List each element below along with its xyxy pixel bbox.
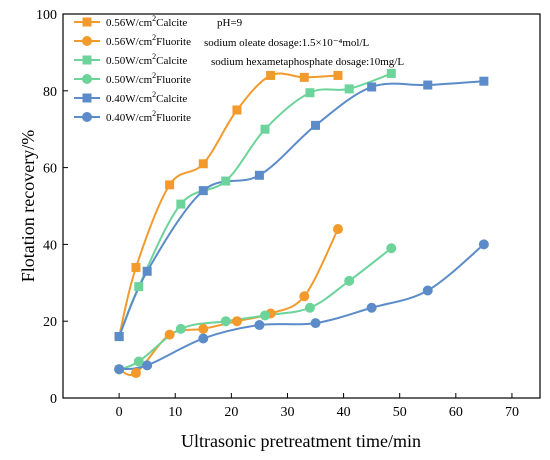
data-point-circle [254, 320, 265, 331]
x-tick-label: 0 [116, 405, 123, 420]
x-tick-label: 70 [505, 405, 519, 420]
data-point-square [131, 262, 141, 272]
data-point-circle [164, 329, 175, 340]
data-point-circle [422, 285, 433, 296]
legend-marker [82, 17, 92, 27]
data-point-square [114, 332, 124, 342]
data-point-circle [142, 360, 153, 371]
y-tick-label: 40 [43, 238, 57, 253]
data-point-square [423, 80, 433, 90]
legend-label: 0.50W/cm2Calcite [106, 52, 187, 67]
data-point-square [386, 69, 396, 79]
x-axis-ticks: 0 10 20 30 40 50 60 70 [116, 393, 519, 420]
condition-note: sodium hexametaphosphate dosage:10mg/L [211, 56, 404, 68]
y-tick-label: 100 [36, 8, 57, 23]
series-line [118, 247, 392, 371]
condition-note: pH=9 [217, 17, 243, 29]
data-point-circle [175, 323, 186, 334]
data-point-square [479, 76, 489, 86]
data-point-square [254, 170, 264, 180]
data-point-circle [386, 243, 397, 254]
legend-marker [82, 55, 92, 65]
plot-border [62, 13, 541, 399]
legend-marker [82, 112, 92, 122]
legend: 0.56W/cm2Calcite 0.56W/cm2Fluorite 0.50W/c… [74, 14, 191, 124]
legend-label: 0.56W/cm2Calcite [106, 14, 187, 29]
data-point-square [333, 70, 343, 80]
data-point-circle [310, 318, 321, 329]
condition-note: sodium oleate dosage:1.5×10⁻⁴mol/L [204, 37, 370, 49]
data-point-circle [332, 224, 343, 235]
data-point-circle [299, 291, 310, 302]
legend-label: 0.40W/cm2Fluorite [106, 109, 191, 124]
data-point-square [176, 199, 186, 209]
legend-marker [82, 93, 92, 103]
data-point-square [142, 266, 152, 276]
data-point-square [266, 70, 276, 80]
data-point-circle [130, 368, 141, 379]
data-point-square [260, 124, 270, 134]
data-point-square [344, 84, 354, 94]
data-point-circle [220, 316, 231, 327]
data-point-circle [304, 302, 315, 313]
series-markers [114, 69, 489, 379]
data-point-square [305, 88, 315, 98]
legend-label: 0.56W/cm2Fluorite [106, 33, 191, 48]
data-point-square [198, 186, 208, 196]
data-point-square [165, 180, 175, 190]
legend-label: 0.50W/cm2Fluorite [106, 71, 191, 86]
series-line [118, 243, 485, 371]
data-point-circle [133, 356, 144, 367]
data-point-circle [366, 302, 377, 313]
data-point-circle [198, 323, 209, 334]
data-point-square [198, 159, 208, 169]
plot-frame [62, 13, 541, 399]
x-tick-label: 30 [280, 405, 294, 420]
data-point-square [299, 72, 309, 82]
data-point-square [134, 282, 144, 292]
y-tick-label: 20 [43, 315, 57, 330]
data-point-square [221, 176, 231, 186]
legend-marker [82, 36, 92, 46]
x-tick-label: 10 [168, 405, 182, 420]
x-tick-label: 40 [337, 405, 351, 420]
x-tick-label: 60 [449, 405, 463, 420]
data-point-circle [478, 239, 489, 250]
data-point-square [232, 105, 242, 115]
legend-label: 0.40W/cm2Calcite [106, 90, 187, 105]
data-point-circle [198, 333, 209, 344]
condition-notes: pH=9 sodium oleate dosage:1.5×10⁻⁴mol/L so… [204, 17, 404, 68]
data-point-circle [114, 364, 125, 375]
series-line [118, 228, 339, 376]
legend-marker [82, 74, 92, 84]
x-tick-label: 20 [224, 405, 238, 420]
data-point-circle [260, 310, 271, 321]
data-point-circle [344, 275, 355, 286]
series-line [118, 80, 484, 337]
data-point-square [311, 120, 321, 130]
x-axis-title: Ultrasonic pretreatment time/min [181, 431, 421, 451]
y-axis-title: Flotation recovery/% [18, 130, 38, 282]
y-axis-ticks: 0 20 40 60 80 100 [36, 8, 68, 407]
data-point-circle [231, 316, 242, 327]
x-tick-label: 50 [393, 405, 407, 420]
y-tick-label: 0 [50, 392, 57, 407]
data-point-square [367, 82, 377, 92]
y-tick-label: 60 [43, 162, 57, 177]
y-tick-label: 80 [43, 85, 57, 100]
